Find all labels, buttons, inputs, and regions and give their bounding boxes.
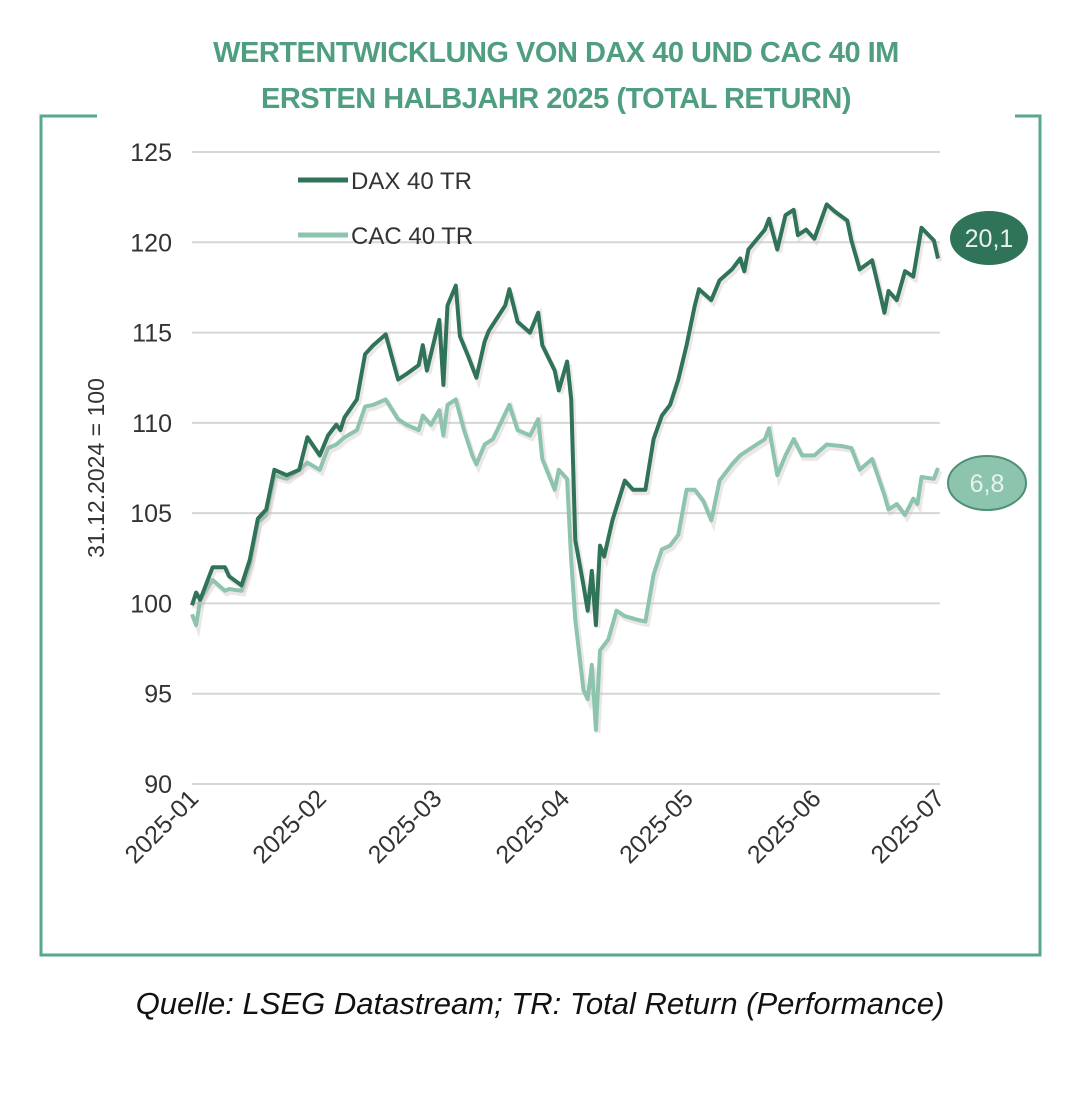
y-axis-ticks: 90 95 100 105 110 115 120 125 (130, 139, 172, 799)
series-line-dax (190, 202, 940, 628)
y-tick-label: 120 (130, 229, 172, 257)
y-tick-label: 105 (130, 500, 172, 528)
x-tick-label: 2025-06 (742, 784, 827, 869)
series-lines (190, 202, 943, 733)
y-tick-label: 110 (132, 410, 172, 438)
y-axis-label: 31.12.2024 = 100 (83, 378, 109, 558)
chart-title-line-1: WERTENTWICKLUNG VON DAX 40 UND CAC 40 IM (213, 37, 899, 69)
chart-frame (39, 114, 1042, 957)
y-tick-label: 95 (144, 681, 172, 709)
frame-border (39, 114, 1042, 957)
y-tick-label: 125 (130, 139, 172, 167)
series-line-cac (190, 397, 940, 732)
source-note: Quelle: LSEG Datastream; TR: Total Retur… (136, 986, 945, 1021)
y-tick-label: 90 (144, 771, 172, 799)
legend-label-cac: CAC 40 TR (351, 223, 473, 250)
legend: DAX 40 TR CAC 40 TR (298, 168, 473, 250)
end-label-dax: 20,1 (965, 225, 1014, 253)
x-tick-label: 2025-05 (614, 784, 699, 869)
x-tick-label: 2025-07 (866, 784, 951, 869)
end-label-cac: 6,8 (970, 470, 1005, 498)
end-badge-cac: 6,8 (947, 455, 1027, 511)
x-tick-label: 2025-03 (363, 784, 448, 869)
x-tick-label: 2025-02 (247, 784, 332, 869)
y-tick-label: 100 (130, 590, 172, 618)
x-axis-ticks: 2025-01 2025-02 2025-03 2025-04 2025-05 2025-… (120, 784, 951, 869)
y-tick-label: 115 (132, 320, 172, 348)
end-badge-dax: 20,1 (950, 211, 1028, 265)
legend-label-dax: DAX 40 TR (351, 168, 472, 195)
series-shadow (191, 203, 943, 629)
chart-title-line-2: ERSTEN HALBJAHR 2025 (TOTAL RETURN) (261, 83, 851, 115)
x-tick-label: 2025-04 (491, 784, 576, 869)
gridlines (192, 151, 940, 785)
